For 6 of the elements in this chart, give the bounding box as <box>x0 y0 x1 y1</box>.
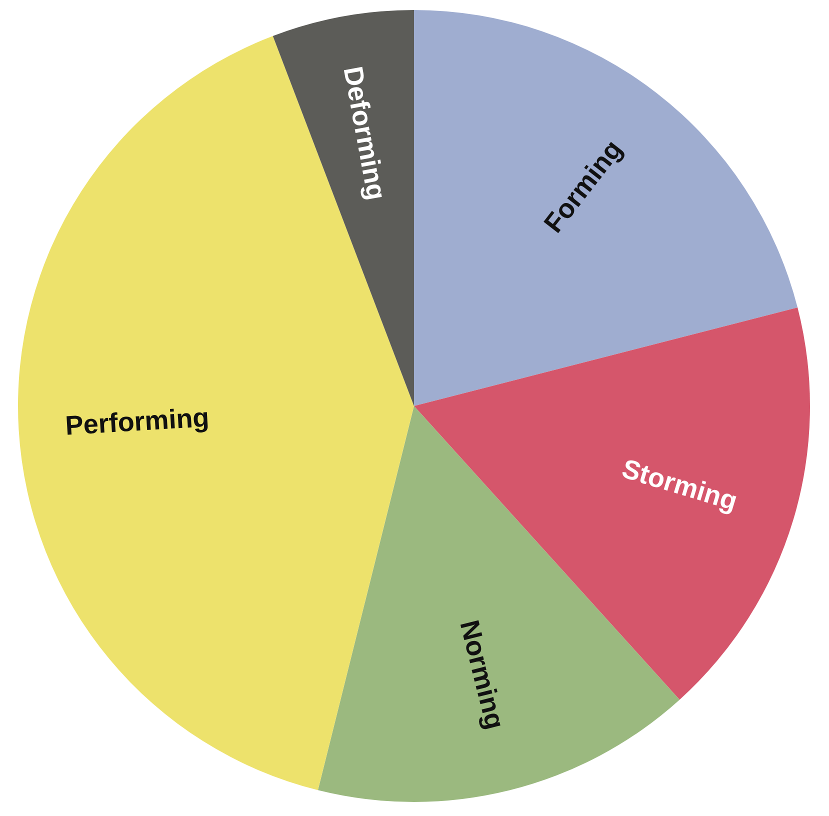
slice-label: Performing <box>64 402 210 441</box>
pie-slice <box>18 36 414 790</box>
pie-slice <box>414 10 798 406</box>
slice-label: Norming <box>454 617 510 732</box>
slice-label: Deforming <box>338 64 392 202</box>
pie-slice <box>272 10 414 406</box>
